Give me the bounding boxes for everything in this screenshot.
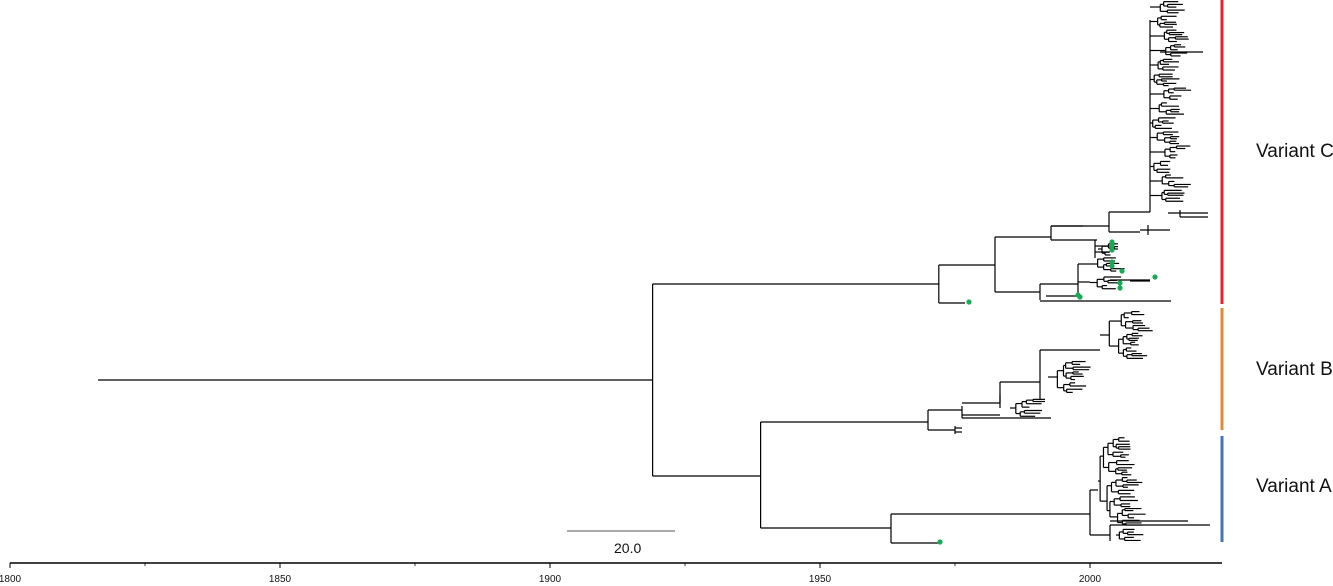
time-axis-tick-label: 1850 [269,574,292,585]
scale-bar-label: 20.0 [614,540,641,556]
sample-marker-dot [966,299,972,305]
time-axis-tick-label: 1950 [809,574,832,585]
sample-marker-dot [1119,268,1125,274]
sample-markers [937,239,1158,545]
sample-marker-dot [1109,247,1115,253]
tree-branches [98,1,1210,544]
time-axis-tick-label: 1800 [0,574,22,585]
sample-marker-dot [937,539,943,545]
clade-label-variant-c: Variant C [1256,141,1333,162]
clade-label-variant-a: Variant A [1256,476,1332,497]
sample-marker-dot [1152,274,1158,280]
sample-marker-dot [1117,285,1123,291]
sample-marker-dot [1109,263,1115,269]
time-axis-ticks: 1800 1850 1900 1950 2000 [0,563,1102,585]
time-axis-tick-label: 1900 [539,574,562,585]
sample-marker-dot [1109,239,1115,245]
sample-marker-dot [1077,294,1083,300]
clade-label-variant-b: Variant B [1256,359,1333,380]
sample-marker-dot [1109,243,1115,249]
sample-marker-dot [1117,280,1123,286]
sample-marker-dot [1109,259,1115,265]
time-axis-tick-label: 2000 [1079,574,1102,585]
